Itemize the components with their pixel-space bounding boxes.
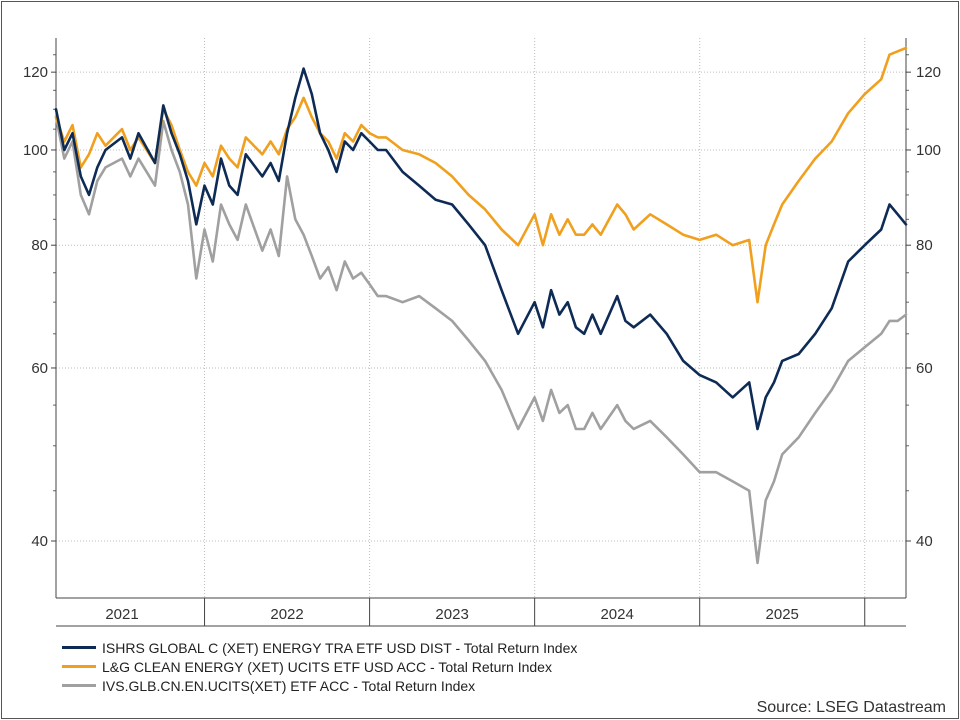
y-tick-label-left: 100 xyxy=(23,142,48,159)
y-tick-label-right: 100 xyxy=(916,142,941,159)
series-lines xyxy=(54,46,908,565)
legend-item-1: L&G CLEAN ENERGY (XET) UCITS ETF USD ACC… xyxy=(62,657,577,676)
y-tick-label-right: 120 xyxy=(916,64,941,81)
y-tick-label-right: 40 xyxy=(916,533,933,550)
y-tick-label-left: 80 xyxy=(31,237,48,254)
y-tick-label-left: 120 xyxy=(23,64,48,81)
x-tick-label: 2021 xyxy=(105,606,138,623)
y-tick-label-right: 80 xyxy=(916,237,933,254)
x-tick-label: 2025 xyxy=(766,606,799,623)
y-tick-label-left: 60 xyxy=(31,360,48,377)
legend-swatch-2 xyxy=(62,684,96,687)
source-note: Source: LSEG Datastream xyxy=(756,699,946,716)
series-line-0 xyxy=(54,67,908,431)
series-line-2 xyxy=(54,115,908,565)
legend: ISHRS GLOBAL C (XET) ENERGY TRA ETF USD … xyxy=(62,638,577,695)
x-tick-label: 2023 xyxy=(435,606,468,623)
legend-item-2: IVS.GLB.CN.EN.UCITS(XET) ETF ACC - Total… xyxy=(62,676,577,695)
legend-label-1: L&G CLEAN ENERGY (XET) UCITS ETF USD ACC… xyxy=(102,658,552,675)
y-tick-label-left: 40 xyxy=(31,533,48,550)
legend-item-0: ISHRS GLOBAL C (XET) ENERGY TRA ETF USD … xyxy=(62,638,577,657)
axes xyxy=(51,38,911,627)
tick-labels: 40 40 60 60 80 80 100 100 120 120 2021 2022 2023 2024… xyxy=(23,64,941,623)
x-tick-label: 2022 xyxy=(270,606,303,623)
gridlines xyxy=(56,38,906,598)
legend-label-0: ISHRS GLOBAL C (XET) ENERGY TRA ETF USD … xyxy=(102,639,578,656)
x-tick-label: 2024 xyxy=(600,606,633,623)
legend-swatch-1 xyxy=(62,665,96,668)
legend-swatch-0 xyxy=(62,646,96,649)
series-line-1 xyxy=(54,46,908,304)
y-tick-label-right: 60 xyxy=(916,360,933,377)
legend-label-2: IVS.GLB.CN.EN.UCITS(XET) ETF ACC - Total… xyxy=(102,677,476,694)
